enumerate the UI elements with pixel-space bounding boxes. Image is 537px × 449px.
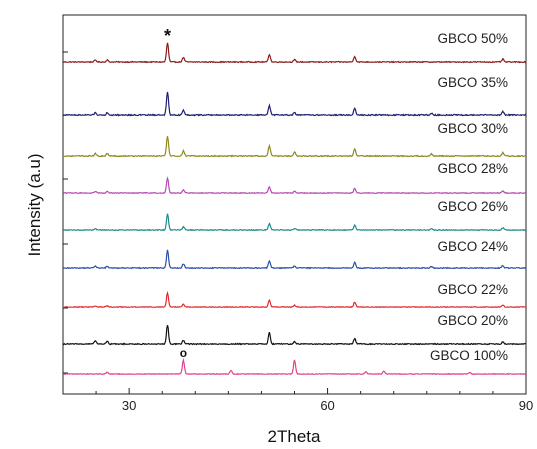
series-label-3: GBCO 28%: [437, 161, 508, 176]
y-axis-ticks: [63, 51, 68, 374]
series-label-7: GBCO 20%: [437, 313, 508, 328]
series-line-gbco-30-: [62, 136, 527, 158]
series-line-gbco-26-: [62, 213, 527, 232]
series-label-6: GBCO 22%: [437, 282, 508, 297]
y-axis-title: Intensity (a.u): [25, 154, 44, 257]
series-line-gbco-100-: [62, 357, 527, 376]
series-line-gbco-20-: [62, 325, 526, 346]
series-line-gbco-35-: [62, 91, 527, 117]
series-label-0: GBCO 50%: [437, 31, 508, 46]
series-line-gbco-24-: [62, 249, 527, 270]
series-labels: GBCO 50% GBCO 35% GBCO 30% GBCO 28% GBCO 26%…: [430, 31, 508, 363]
x-tick-label-90: 90: [519, 398, 533, 413]
x-axis: 30 60 90: [95, 388, 533, 413]
series-label-2: GBCO 30%: [437, 121, 508, 136]
series-traces: [62, 42, 527, 376]
series-line-gbco-50-: [62, 42, 527, 64]
annotations: *o: [164, 26, 187, 360]
series-label-4: GBCO 26%: [437, 199, 508, 214]
series-label-5: GBCO 24%: [437, 239, 508, 254]
x-axis-title: 2Theta: [268, 427, 321, 446]
series-label-8: GBCO 100%: [430, 348, 508, 363]
series-line-gbco-28-: [62, 176, 527, 195]
series-line-gbco-22-: [62, 290, 526, 309]
x-tick-label-60: 60: [320, 398, 334, 413]
x-tick-label-30: 30: [122, 398, 136, 413]
annotation-1: o: [180, 346, 187, 360]
annotation-0: *: [164, 26, 171, 46]
series-label-1: GBCO 35%: [437, 75, 508, 90]
